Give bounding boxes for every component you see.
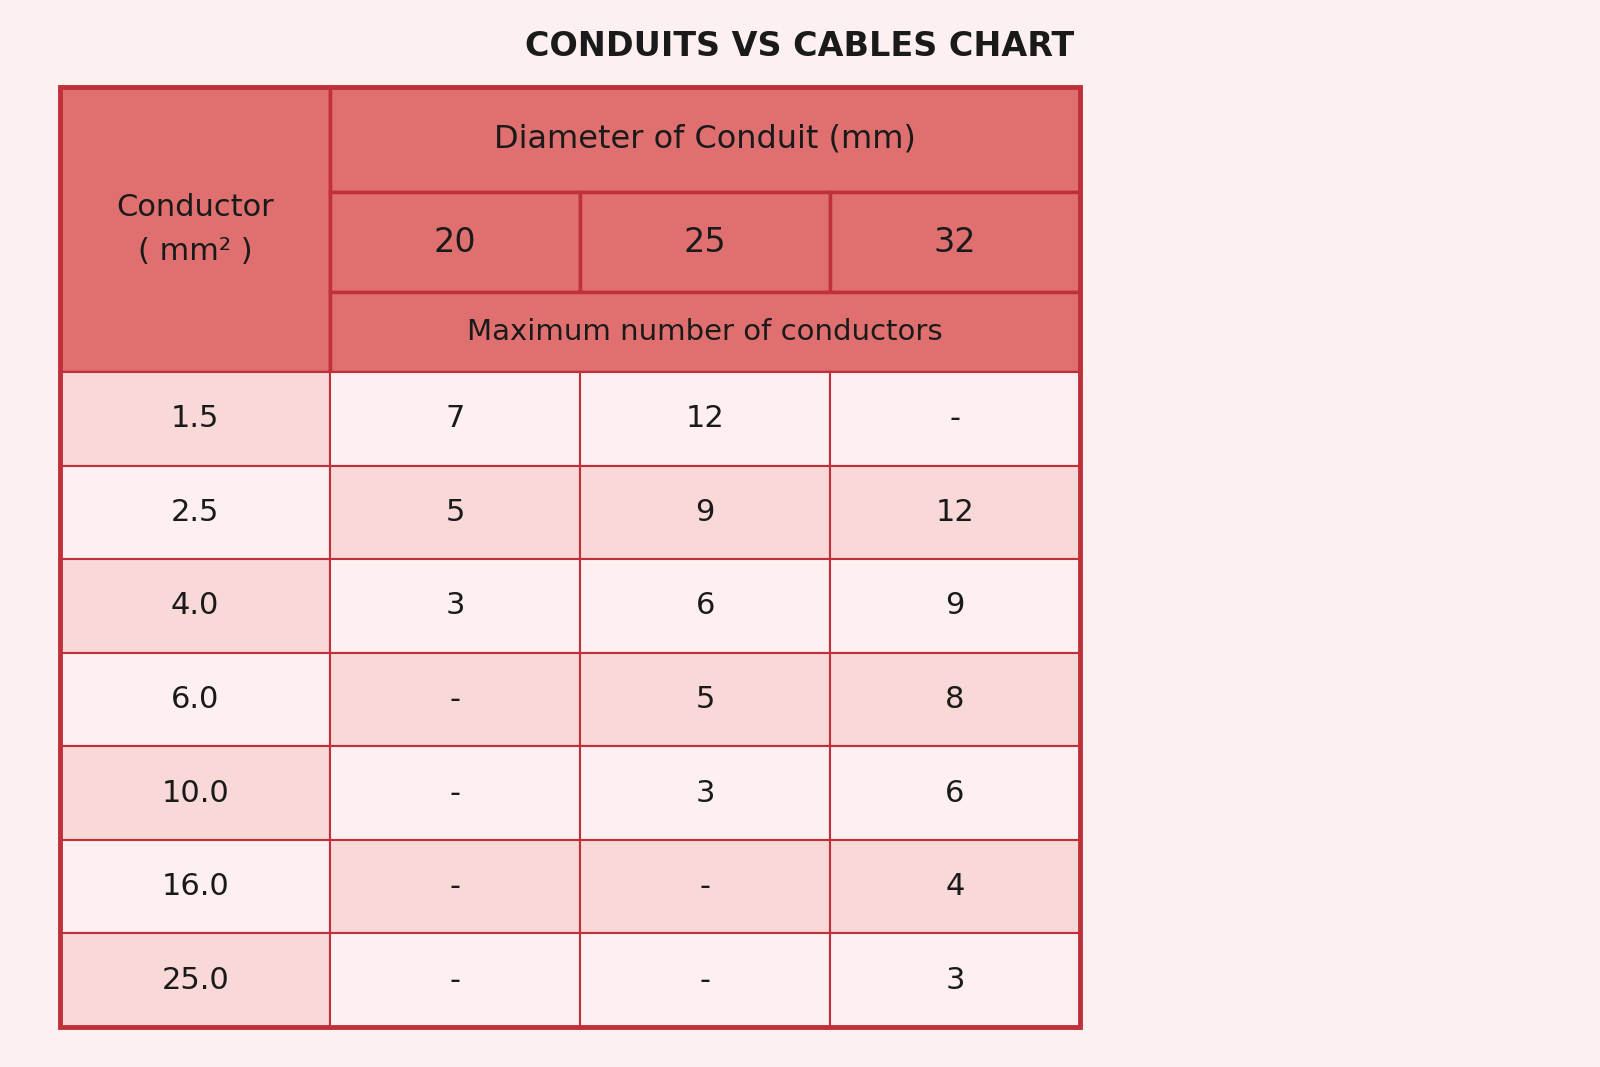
Bar — [330, 465, 581, 559]
Text: 1.5: 1.5 — [171, 404, 219, 433]
Text: 25.0: 25.0 — [162, 966, 229, 994]
Bar — [830, 653, 1080, 746]
Bar — [830, 372, 1080, 465]
Text: 3: 3 — [946, 966, 965, 994]
Text: 4.0: 4.0 — [171, 591, 219, 620]
Bar — [330, 372, 581, 465]
Bar — [830, 192, 1080, 292]
Bar — [330, 653, 581, 746]
Text: 9: 9 — [946, 591, 965, 620]
Text: 8: 8 — [946, 685, 965, 714]
Bar — [581, 192, 830, 292]
Text: 9: 9 — [696, 498, 715, 527]
Bar — [61, 465, 330, 559]
Text: 3: 3 — [445, 591, 466, 620]
Bar — [581, 559, 830, 653]
Text: -: - — [450, 779, 461, 808]
Text: 3: 3 — [696, 779, 715, 808]
Text: 12: 12 — [686, 404, 725, 433]
Text: 6: 6 — [696, 591, 715, 620]
Text: Conductor: Conductor — [117, 193, 274, 222]
Bar — [581, 653, 830, 746]
Text: 4: 4 — [946, 872, 965, 902]
Bar — [830, 746, 1080, 840]
Text: 10.0: 10.0 — [162, 779, 229, 808]
Bar — [61, 653, 330, 746]
Bar — [61, 87, 330, 372]
Bar — [830, 465, 1080, 559]
Text: Maximum number of conductors: Maximum number of conductors — [467, 318, 942, 346]
Bar — [830, 934, 1080, 1028]
Text: -: - — [949, 404, 960, 433]
Bar — [61, 746, 330, 840]
Bar — [330, 87, 1080, 192]
Bar — [330, 192, 581, 292]
Text: 5: 5 — [696, 685, 715, 714]
Bar — [330, 934, 581, 1028]
Text: -: - — [699, 872, 710, 902]
Text: ( mm² ): ( mm² ) — [138, 237, 253, 266]
Bar — [61, 934, 330, 1028]
Text: 25: 25 — [683, 225, 726, 258]
Text: -: - — [699, 966, 710, 994]
Bar — [581, 934, 830, 1028]
Text: 20: 20 — [434, 225, 477, 258]
Bar — [330, 559, 581, 653]
Bar — [581, 746, 830, 840]
Text: -: - — [450, 872, 461, 902]
Bar — [330, 840, 581, 934]
Text: 2.5: 2.5 — [171, 498, 219, 527]
Bar — [330, 746, 581, 840]
Text: 12: 12 — [936, 498, 974, 527]
Text: 5: 5 — [445, 498, 466, 527]
Text: CONDUITS VS CABLES CHART: CONDUITS VS CABLES CHART — [525, 31, 1075, 64]
Text: 6.0: 6.0 — [171, 685, 219, 714]
Bar — [581, 372, 830, 465]
Bar — [830, 559, 1080, 653]
Bar — [581, 465, 830, 559]
Bar — [61, 372, 330, 465]
Text: -: - — [450, 685, 461, 714]
Text: 7: 7 — [445, 404, 466, 433]
Text: 6: 6 — [946, 779, 965, 808]
Bar — [61, 87, 1080, 1028]
Bar — [830, 840, 1080, 934]
Bar — [581, 840, 830, 934]
Bar — [61, 840, 330, 934]
Text: 32: 32 — [934, 225, 976, 258]
Text: -: - — [450, 966, 461, 994]
Bar — [330, 292, 1080, 372]
Bar — [61, 559, 330, 653]
Text: 16.0: 16.0 — [162, 872, 229, 902]
Text: Diameter of Conduit (mm): Diameter of Conduit (mm) — [494, 124, 917, 155]
